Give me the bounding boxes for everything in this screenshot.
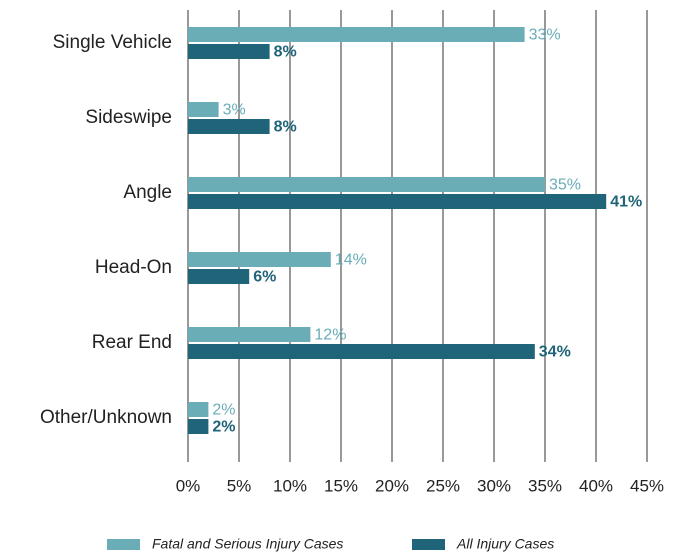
bar bbox=[188, 44, 270, 59]
x-tick-label: 45% bbox=[630, 476, 664, 495]
category-label: Single Vehicle bbox=[53, 32, 172, 53]
bar bbox=[188, 419, 209, 434]
value-label: 41% bbox=[610, 194, 642, 211]
bar bbox=[188, 327, 311, 342]
bar bbox=[188, 344, 535, 359]
category-label: Head-On bbox=[95, 257, 172, 278]
category-label: Rear End bbox=[92, 332, 172, 353]
bar bbox=[188, 177, 545, 192]
category-label: Other/Unknown bbox=[40, 407, 172, 428]
value-label: 8% bbox=[274, 44, 297, 61]
value-label: 33% bbox=[529, 27, 561, 44]
category-label: Angle bbox=[123, 182, 172, 203]
x-tick-label: 25% bbox=[426, 476, 460, 495]
value-label: 12% bbox=[314, 327, 346, 344]
bar bbox=[188, 269, 250, 284]
legend-swatch bbox=[107, 539, 140, 550]
x-tick-label: 20% bbox=[375, 476, 409, 495]
value-label: 34% bbox=[539, 344, 571, 361]
legend-label: All Injury Cases bbox=[456, 536, 554, 552]
legend-label: Fatal and Serious Injury Cases bbox=[152, 536, 343, 552]
bar bbox=[188, 252, 331, 267]
x-tick-label: 30% bbox=[477, 476, 511, 495]
x-tick-label: 5% bbox=[227, 476, 252, 495]
value-label: 14% bbox=[335, 252, 367, 269]
x-tick-label: 10% bbox=[273, 476, 307, 495]
bar bbox=[188, 102, 219, 117]
bar bbox=[188, 27, 525, 42]
x-tick-label: 15% bbox=[324, 476, 358, 495]
bar bbox=[188, 194, 607, 209]
value-label: 8% bbox=[274, 119, 297, 136]
value-label: 2% bbox=[212, 402, 235, 419]
legend-swatch bbox=[412, 539, 445, 550]
value-label: 6% bbox=[253, 269, 276, 286]
x-tick-label: 35% bbox=[528, 476, 562, 495]
category-label: Sideswipe bbox=[85, 107, 172, 128]
x-tick-label: 40% bbox=[579, 476, 613, 495]
value-label: 35% bbox=[549, 177, 581, 194]
bar bbox=[188, 119, 270, 134]
bar bbox=[188, 402, 209, 417]
value-label: 3% bbox=[223, 102, 246, 119]
x-tick-label: 0% bbox=[176, 476, 201, 495]
value-label: 2% bbox=[212, 419, 235, 436]
